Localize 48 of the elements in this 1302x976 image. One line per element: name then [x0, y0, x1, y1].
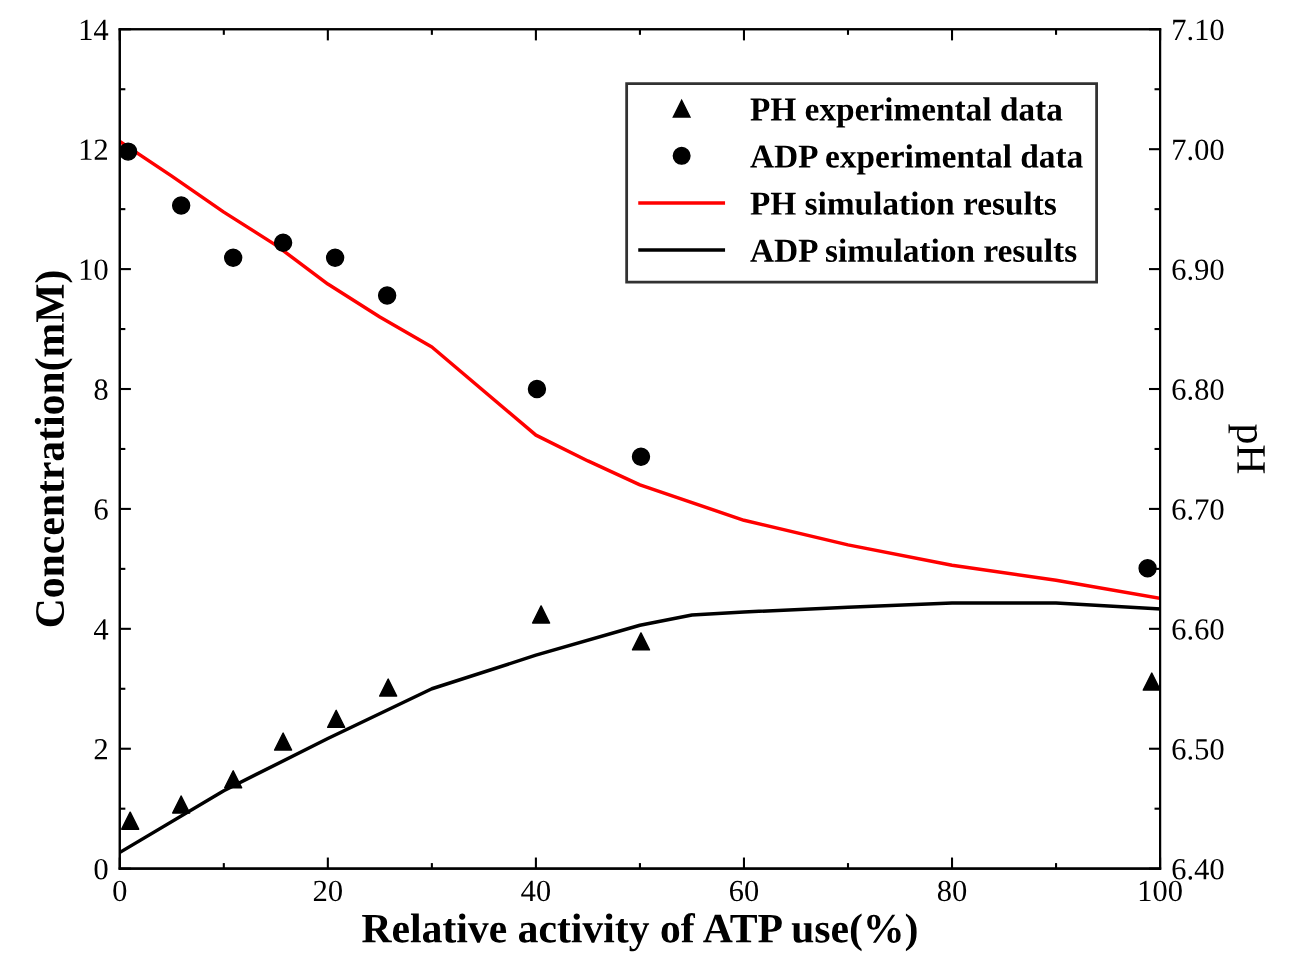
- y-tick-label: 0: [94, 858, 108, 880]
- y2-tick-label: 7.10: [1173, 19, 1224, 41]
- legend-label: ADP simulation results: [750, 238, 1077, 263]
- line-series: [119, 139, 1161, 600]
- y-tick-label: 10: [80, 259, 108, 280]
- y2-tick-label: 6.60: [1172, 619, 1224, 640]
- y2-tick-label: 6.70: [1172, 499, 1224, 520]
- point: [120, 811, 140, 830]
- y-tick-label: 12: [80, 139, 107, 160]
- x-axis-title: Relative activity of ATP use(%): [362, 913, 917, 952]
- legend-label: ADP experimental data: [750, 144, 1083, 175]
- point: [223, 248, 243, 267]
- point: [378, 678, 398, 697]
- point: [325, 248, 345, 267]
- y-tick-label: 6: [94, 499, 108, 520]
- x-tick-label: 20: [313, 880, 342, 902]
- point: [1138, 559, 1157, 578]
- point: [273, 732, 293, 751]
- y-tick-label: 8: [94, 379, 108, 400]
- y2-tick-label: 7.00: [1173, 139, 1224, 161]
- y2-tick-label: 6.50: [1172, 739, 1224, 760]
- x-tick-label: 60: [730, 880, 759, 902]
- point: [377, 286, 397, 305]
- x-tick-label: 80: [937, 880, 967, 902]
- point: [631, 632, 651, 651]
- y-tick-label: 14: [80, 19, 109, 40]
- x-tick-label: 100: [1139, 880, 1182, 902]
- y2-tick-label: 6.80: [1172, 379, 1224, 401]
- point: [273, 233, 293, 252]
- y2-axis-title: pH: [1228, 424, 1265, 474]
- legend-label: PH simulation results: [750, 191, 1056, 215]
- y2-tick-label: 6.40: [1172, 858, 1224, 880]
- legend-label: PH experimental data: [750, 97, 1063, 128]
- point: [119, 142, 138, 161]
- y2-tick-label: 6.90: [1172, 259, 1224, 281]
- point: [531, 605, 551, 624]
- x-tick-label: 0: [113, 880, 127, 902]
- x-tick-label: 40: [521, 880, 551, 902]
- point: [631, 447, 651, 466]
- y-tick-label: 4: [93, 619, 109, 640]
- point: [527, 379, 547, 399]
- y-axis-title: Concentration(mM): [34, 271, 73, 627]
- point: [171, 795, 191, 814]
- y-tick-label: 2: [94, 739, 107, 760]
- point: [326, 709, 346, 728]
- point: [171, 196, 191, 215]
- point: [1142, 672, 1161, 691]
- point: [223, 770, 243, 789]
